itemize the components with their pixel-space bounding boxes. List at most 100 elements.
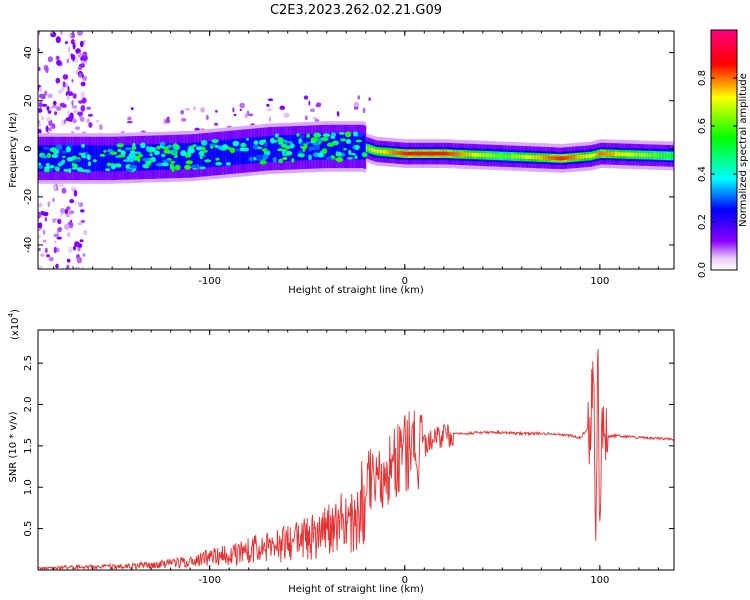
heat-cell bbox=[67, 109, 70, 117]
heat-cell bbox=[68, 210, 75, 215]
heat-cell bbox=[95, 145, 98, 172]
x-tick-label: -100 bbox=[198, 276, 221, 287]
heat-cell bbox=[382, 149, 385, 154]
heat-cell bbox=[41, 145, 44, 172]
heat-cell bbox=[198, 151, 205, 156]
heat-cell bbox=[223, 139, 226, 166]
heat-cell bbox=[80, 145, 83, 172]
heat-cell bbox=[52, 197, 55, 203]
heat-cell bbox=[607, 151, 610, 156]
heat-cell bbox=[126, 120, 133, 124]
heat-cell bbox=[56, 106, 62, 111]
heat-cell bbox=[220, 140, 223, 167]
heat-cell bbox=[83, 229, 88, 236]
heat-cell bbox=[313, 132, 322, 138]
heat-cell bbox=[395, 150, 398, 155]
heat-cell bbox=[389, 150, 392, 155]
heat-cell bbox=[277, 148, 284, 152]
snr-x-ticks: -100 0 100 bbox=[53, 330, 659, 586]
heat-cell bbox=[339, 133, 342, 160]
heat-cell bbox=[514, 154, 516, 159]
heat-cell bbox=[62, 81, 66, 88]
heat-cell bbox=[55, 77, 61, 84]
heat-cell bbox=[80, 105, 86, 112]
heat-cell bbox=[87, 113, 93, 117]
heat-cell bbox=[524, 155, 527, 159]
heat-cell bbox=[82, 253, 86, 257]
heat-cell bbox=[225, 162, 231, 166]
heat-cell bbox=[44, 217, 48, 222]
spectrogram-frame bbox=[37, 30, 675, 270]
heat-cell bbox=[38, 128, 42, 135]
heat-cell bbox=[84, 145, 87, 172]
heat-cell bbox=[440, 151, 443, 156]
heat-cell bbox=[161, 162, 170, 167]
heat-cell bbox=[322, 133, 325, 160]
heat-cell bbox=[515, 154, 518, 159]
heat-cell bbox=[604, 151, 607, 156]
heat-cell bbox=[58, 182, 64, 188]
heat-cell bbox=[320, 133, 323, 160]
y-tick-label: 2.5 bbox=[23, 355, 34, 371]
heat-cell bbox=[76, 257, 83, 264]
heat-cell bbox=[300, 141, 304, 147]
heat-cell bbox=[45, 145, 48, 172]
heat-cell bbox=[251, 137, 254, 164]
heat-cell bbox=[72, 155, 77, 160]
heat-cell bbox=[142, 164, 147, 168]
heat-cell bbox=[86, 106, 92, 110]
heat-cell bbox=[248, 137, 251, 164]
heat-cell bbox=[45, 66, 49, 74]
heat-cell bbox=[52, 218, 57, 222]
heat-cell bbox=[662, 153, 665, 158]
heat-cell bbox=[248, 157, 253, 162]
heat-cell bbox=[312, 117, 318, 120]
heat-cell bbox=[456, 152, 459, 156]
heat-cell bbox=[55, 144, 63, 151]
heat-cell bbox=[354, 155, 358, 160]
heat-cell bbox=[549, 156, 552, 160]
heat-cell bbox=[336, 133, 339, 160]
heat-cell bbox=[73, 158, 81, 163]
heat-cell bbox=[321, 136, 329, 142]
heat-cell bbox=[39, 145, 42, 172]
heat-cell bbox=[273, 135, 276, 162]
heat-cell bbox=[275, 135, 278, 162]
heat-cell bbox=[598, 152, 601, 156]
heat-cell bbox=[484, 153, 487, 158]
heat-cell bbox=[65, 146, 71, 153]
heat-cell bbox=[470, 152, 473, 157]
heat-cell bbox=[155, 163, 159, 167]
heat-cell bbox=[367, 146, 370, 151]
heat-cell bbox=[258, 136, 261, 163]
heat-cell bbox=[209, 141, 212, 168]
heat-cell bbox=[276, 135, 279, 162]
heat-cell bbox=[532, 155, 535, 160]
heat-cell bbox=[46, 106, 50, 111]
heat-cell bbox=[97, 145, 100, 172]
heat-cell bbox=[312, 142, 321, 146]
y-tick-label: -40 bbox=[23, 237, 34, 253]
heat-cell bbox=[517, 154, 520, 159]
heat-cell bbox=[94, 145, 97, 172]
heat-cell bbox=[48, 256, 54, 262]
x-tick-label: 100 bbox=[590, 276, 609, 287]
heat-cell bbox=[300, 135, 305, 139]
heat-cell bbox=[103, 150, 107, 153]
snr-plot-area bbox=[38, 349, 674, 570]
heat-cell bbox=[42, 239, 47, 243]
heat-cell bbox=[81, 97, 87, 104]
heat-cell bbox=[198, 166, 206, 170]
heat-cell bbox=[473, 152, 476, 157]
heat-cell bbox=[80, 209, 85, 213]
heat-cell bbox=[471, 152, 474, 157]
heat-cell bbox=[317, 152, 324, 158]
heat-cell bbox=[61, 159, 66, 164]
heat-cell bbox=[158, 144, 161, 170]
heat-cell bbox=[100, 145, 103, 172]
heat-cell bbox=[67, 85, 70, 93]
heat-cell bbox=[531, 155, 534, 160]
heat-cell bbox=[398, 151, 401, 155]
heat-cell bbox=[184, 108, 190, 111]
